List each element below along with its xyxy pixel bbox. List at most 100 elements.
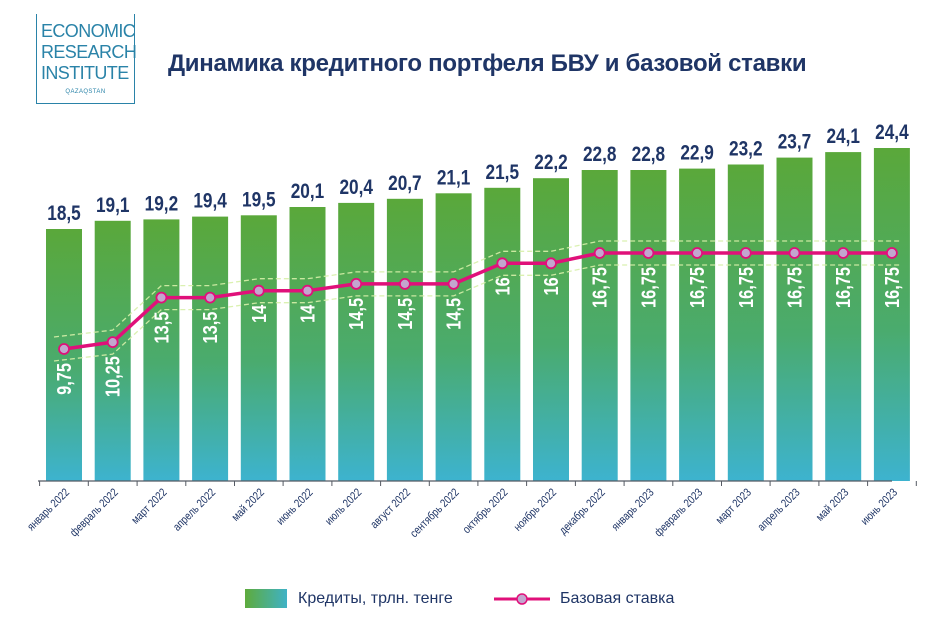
x-tick-label-9: сентябрь 2022: [408, 486, 462, 540]
bar-value-label-17: 24,1: [826, 126, 860, 149]
bar-12: [581, 170, 618, 481]
bar-value-label-11: 22,2: [534, 152, 568, 175]
bar-value-label-3: 19,2: [145, 193, 179, 216]
rate-marker-12: [593, 247, 606, 259]
rate-value-label-15: 16,75: [734, 267, 757, 308]
rate-value-label-17: 16,75: [832, 267, 855, 308]
bar-6: [289, 207, 326, 481]
bar-1: [46, 229, 82, 481]
rate-marker-9: [447, 277, 460, 290]
rate-marker-18: [886, 247, 898, 259]
rate-marker-17: [837, 247, 850, 259]
rate-value-label-18: 16,75: [880, 267, 903, 308]
rate-marker-4: [204, 291, 217, 304]
bar-13: [630, 170, 667, 481]
bar-value-label-6: 20,1: [291, 181, 325, 204]
bar-value-label-18: 24,4: [875, 122, 909, 145]
x-tick-label-4: апрель 2022: [171, 486, 219, 534]
rate-marker-1: [58, 343, 70, 355]
x-tick-label-2: февраль 2022: [68, 486, 122, 540]
x-tick-label-18: июнь 2023: [858, 486, 900, 528]
rate-value-label-9: 14,5: [442, 298, 465, 330]
bar-value-label-15: 23,2: [729, 138, 763, 161]
bar-value-label-9: 21,1: [437, 167, 471, 190]
rate-value-label-6: 14: [296, 304, 319, 323]
rate-value-label-12: 16,75: [588, 267, 611, 308]
rate-marker-11: [545, 257, 557, 270]
rate-value-label-10: 16: [491, 277, 514, 295]
bar-18: [873, 148, 910, 481]
bar-8: [386, 198, 423, 482]
bar-value-label-13: 22,8: [632, 144, 666, 167]
bar-value-label-1: 18,5: [47, 203, 81, 226]
bar-7: [338, 202, 375, 481]
x-tick-label-13: январь 2023: [609, 486, 657, 534]
logo: ECONOMIC RESEARCH INSTITUTE QAZAQSTAN: [36, 14, 137, 104]
rate-value-label-8: 14,5: [393, 298, 416, 330]
x-tick-label-17: май 2023: [814, 486, 852, 524]
bar-2: [94, 220, 131, 482]
rate-marker-7: [350, 277, 363, 290]
bar-15: [727, 164, 764, 481]
x-tick-label-3: март 2022: [129, 486, 170, 527]
x-tick-label-14: февраль 2023: [652, 486, 706, 540]
rate-marker-3: [155, 291, 168, 304]
bar-value-label-10: 21,5: [486, 161, 520, 184]
chart: 9,75 10,25 13,5 13,5 14 14 14,5 14,5 14,5 16 16 16,…: [25, 122, 917, 540]
bar-10: [484, 187, 521, 482]
bar-value-label-14: 22,9: [680, 142, 714, 165]
x-tick-label-1: январь 2022: [25, 486, 73, 534]
rate-line: [63, 251, 892, 351]
rate-marker-8: [398, 277, 411, 290]
x-tick-label-8: август 2022: [368, 486, 413, 531]
bar-3: [143, 219, 180, 481]
rate-marker-13: [642, 247, 655, 259]
legend-line-label: Базовая ставка: [560, 590, 675, 607]
rate-value-label-13: 16,75: [637, 267, 660, 308]
rate-value-label-11: 16: [539, 277, 562, 295]
logo-line-1: ECONOMIC: [41, 21, 136, 41]
rate-marker-15: [739, 247, 752, 259]
x-tick-label-16: апрель 2023: [755, 486, 803, 534]
rate-value-label-1: 9,75: [52, 363, 75, 395]
x-tick-label-12: декабрь 2022: [557, 486, 608, 537]
x-tick-label-10: октябрь 2022: [460, 486, 510, 536]
bar-value-label-8: 20,7: [388, 172, 422, 195]
rate-value-label-2: 10,25: [101, 356, 124, 397]
rate-value-label-5: 14: [247, 304, 270, 323]
x-tick-label-5: май 2022: [229, 486, 267, 524]
logo-subtitle: QAZAQSTAN: [65, 89, 106, 95]
x-tick-label-6: июнь 2022: [274, 486, 316, 528]
bar-17: [825, 152, 862, 481]
logo-line-3: INSTITUTE: [41, 63, 129, 83]
rate-marker-5: [252, 284, 265, 297]
rate-value-label-3: 13,5: [150, 312, 173, 344]
bar-14: [679, 168, 716, 481]
rate-marker-2: [106, 336, 119, 349]
bar-value-label-2: 19,1: [96, 194, 130, 217]
rate-value-label-7: 14,5: [345, 298, 368, 330]
bar-11: [533, 178, 569, 481]
rate-marker-6: [301, 284, 314, 297]
rate-marker-14: [691, 247, 703, 259]
rate-value-label-16: 16,75: [783, 267, 806, 308]
bar-5: [240, 215, 277, 482]
x-tick-label-15: март 2023: [713, 486, 754, 527]
rate-marker-10: [496, 257, 509, 270]
bar-value-label-4: 19,4: [193, 190, 227, 213]
legend-bar-swatch: [245, 589, 287, 608]
bar-value-label-7: 20,4: [339, 176, 373, 199]
bar-16: [776, 157, 813, 481]
bar-value-label-5: 19,5: [242, 189, 276, 212]
rate-value-label-14: 16,75: [686, 267, 709, 308]
bar-4: [192, 216, 229, 481]
bar-value-label-16: 23,7: [778, 131, 812, 154]
chart-title: Динамика кредитного портфеля БВУ и базов…: [168, 50, 807, 77]
rate-band-lower: [53, 264, 902, 362]
x-tick-label-11: ноябрь 2022: [511, 486, 559, 534]
rate-marker-16: [788, 247, 801, 259]
rate-value-label-4: 13,5: [199, 312, 222, 344]
logo-line-2: RESEARCH: [41, 42, 137, 62]
legend-bar-label: Кредиты, трлн. тенге: [298, 590, 453, 607]
x-tick-label-7: июль 2022: [323, 486, 365, 528]
